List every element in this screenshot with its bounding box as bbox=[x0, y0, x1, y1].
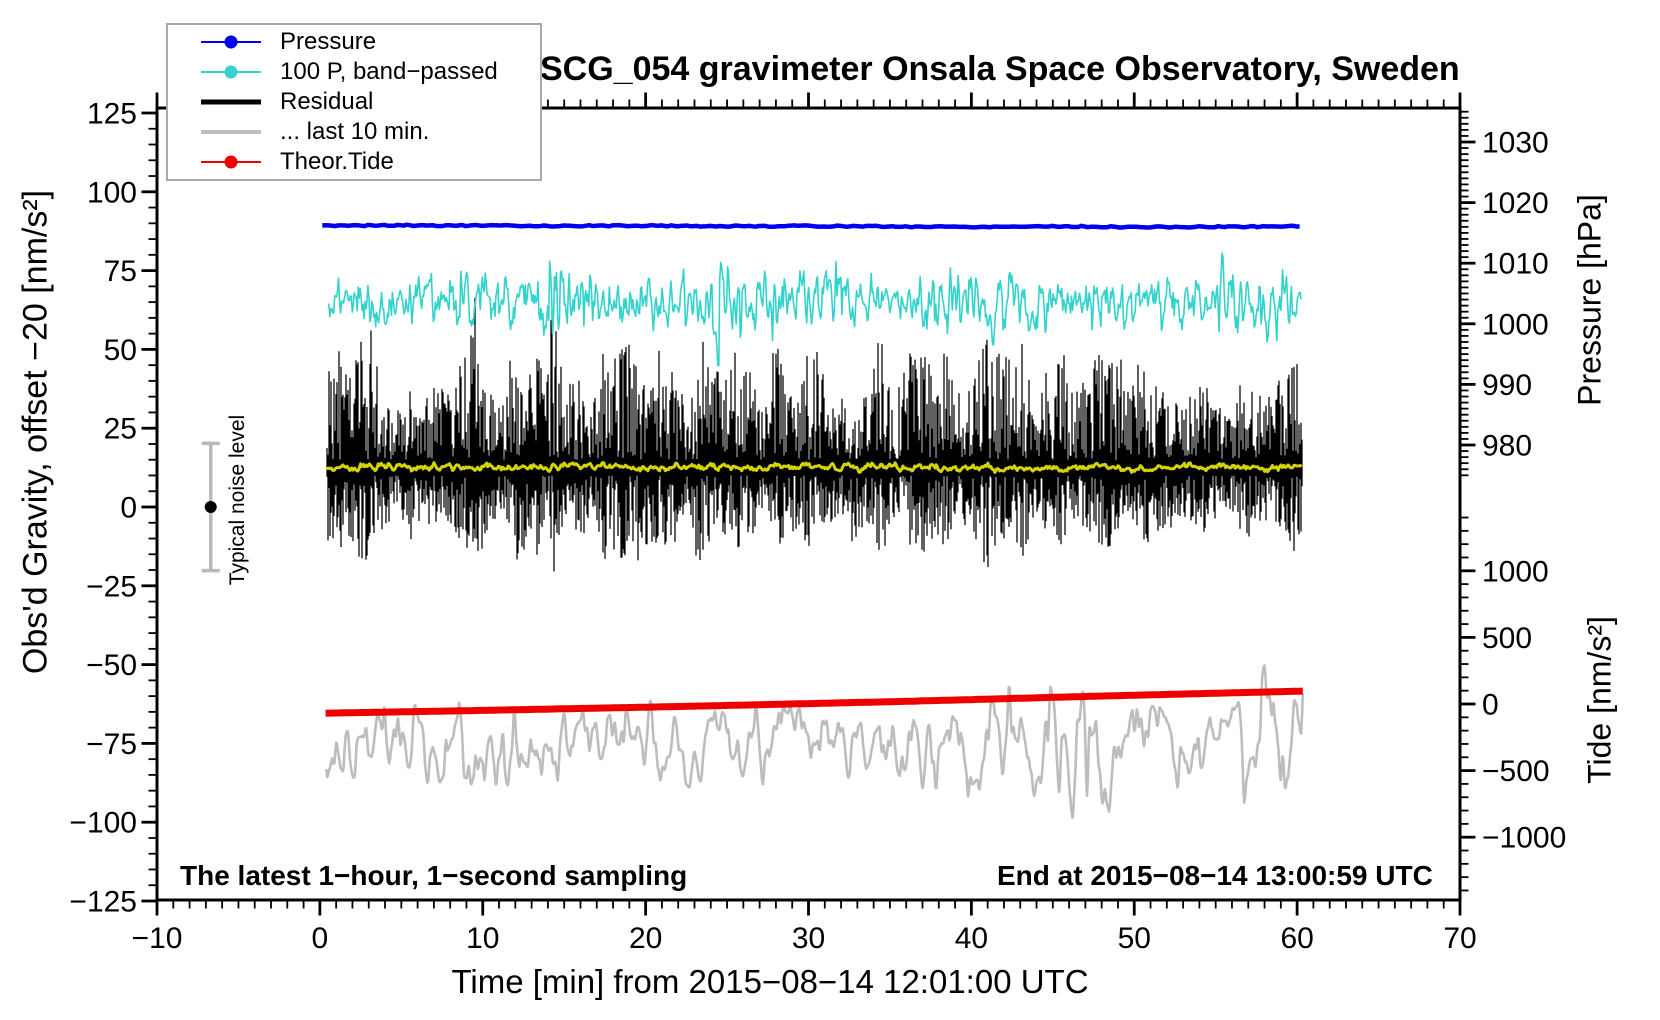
noise-level-label: Typical noise level bbox=[226, 414, 249, 586]
sampling-annotation: The latest 1−hour, 1−second sampling bbox=[180, 860, 688, 891]
chart-title: SCG_054 gravimeter Onsala Space Observat… bbox=[540, 50, 1460, 88]
gravity-tick-label: 0 bbox=[120, 492, 137, 525]
legend: Pressure 100 P, band−passed Residual ...… bbox=[166, 23, 542, 181]
tide-tick-label: −1000 bbox=[1482, 822, 1566, 855]
legend-item-theortide: Theor.Tide bbox=[168, 147, 540, 177]
x-tick-label: 10 bbox=[466, 922, 499, 955]
end-time-annotation: End at 2015−08−14 13:00:59 UTC bbox=[997, 860, 1433, 891]
tide-tick-label: −500 bbox=[1482, 755, 1550, 788]
legend-item-residual: Residual bbox=[168, 87, 540, 117]
x-tick-label: 20 bbox=[629, 922, 662, 955]
residual-line-swatch-icon bbox=[201, 92, 261, 112]
series-line bbox=[328, 252, 1302, 367]
pressure-tick-label: 990 bbox=[1482, 369, 1532, 402]
typical-noise-errorbar bbox=[201, 441, 220, 573]
gravity-tick-label: 50 bbox=[104, 334, 137, 367]
x-tick-label: 0 bbox=[312, 922, 329, 955]
series-line bbox=[325, 664, 1305, 819]
series-line bbox=[325, 461, 1303, 474]
bandpassed-line-swatch-icon bbox=[201, 62, 261, 82]
legend-label: 100 P, band−passed bbox=[280, 58, 498, 85]
x-tick-label: 50 bbox=[1118, 922, 1151, 955]
legend-item-bandpassed: 100 P, band−passed bbox=[168, 57, 540, 87]
legend-label: Theor.Tide bbox=[280, 148, 394, 175]
last10min-line-swatch-icon bbox=[201, 122, 261, 142]
gravity-tick-label: 100 bbox=[87, 176, 137, 209]
pressure-line-swatch-icon bbox=[201, 32, 261, 52]
series-line bbox=[325, 687, 1303, 717]
tide-tick-label: 1000 bbox=[1482, 555, 1549, 588]
y-axis-label-tide: Tide [nm/s²] bbox=[1581, 616, 1618, 784]
x-tick-label: 30 bbox=[792, 922, 825, 955]
y-axis-label-pressure: Pressure [hPa] bbox=[1571, 194, 1608, 406]
legend-label: Residual bbox=[280, 88, 374, 115]
legend-label: Pressure bbox=[280, 28, 377, 55]
tide-tick-label: 0 bbox=[1482, 689, 1499, 722]
x-axis-label: Time [min] from 2015−08−14 12:01:00 UTC bbox=[451, 963, 1089, 1000]
pressure-tick-label: 1020 bbox=[1482, 187, 1549, 220]
axes: −10 0 10 20 30 40 50 60 70−125−100−75−50−2502550… bbox=[69, 92, 1566, 955]
gravity-tick-label: 25 bbox=[104, 413, 137, 446]
series-residual bbox=[326, 297, 1303, 572]
x-tick-label: 60 bbox=[1280, 922, 1313, 955]
pressure-tick-label: 1030 bbox=[1482, 127, 1549, 160]
theortide-line-swatch-icon bbox=[201, 152, 261, 172]
x-tick-label: 70 bbox=[1443, 922, 1476, 955]
legend-label: ... last 10 min. bbox=[280, 118, 430, 145]
gravity-tick-label: −25 bbox=[86, 570, 137, 603]
pressure-tick-label: 1010 bbox=[1482, 248, 1549, 281]
pressure-tick-label: 1000 bbox=[1482, 308, 1549, 341]
tide-tick-label: 500 bbox=[1482, 622, 1532, 655]
series-line bbox=[322, 222, 1300, 230]
series-layer bbox=[322, 222, 1305, 819]
gravity-tick-label: −75 bbox=[86, 728, 137, 761]
x-tick-label: −10 bbox=[132, 922, 183, 955]
gravity-tick-label: −50 bbox=[86, 649, 137, 682]
legend-item-last10min: ... last 10 min. bbox=[168, 117, 540, 147]
gravity-tick-label: 75 bbox=[104, 255, 137, 288]
x-tick-label: 40 bbox=[955, 922, 988, 955]
y-axis-label-gravity: Obs'd Gravity, offset −20 [nm/s²] bbox=[16, 189, 55, 675]
pressure-tick-label: 980 bbox=[1482, 430, 1532, 463]
gravity-tick-label: −125 bbox=[69, 886, 137, 919]
gravity-tick-label: −100 bbox=[69, 807, 137, 840]
gravity-tick-label: 125 bbox=[87, 98, 137, 131]
legend-item-pressure: Pressure bbox=[168, 27, 540, 57]
